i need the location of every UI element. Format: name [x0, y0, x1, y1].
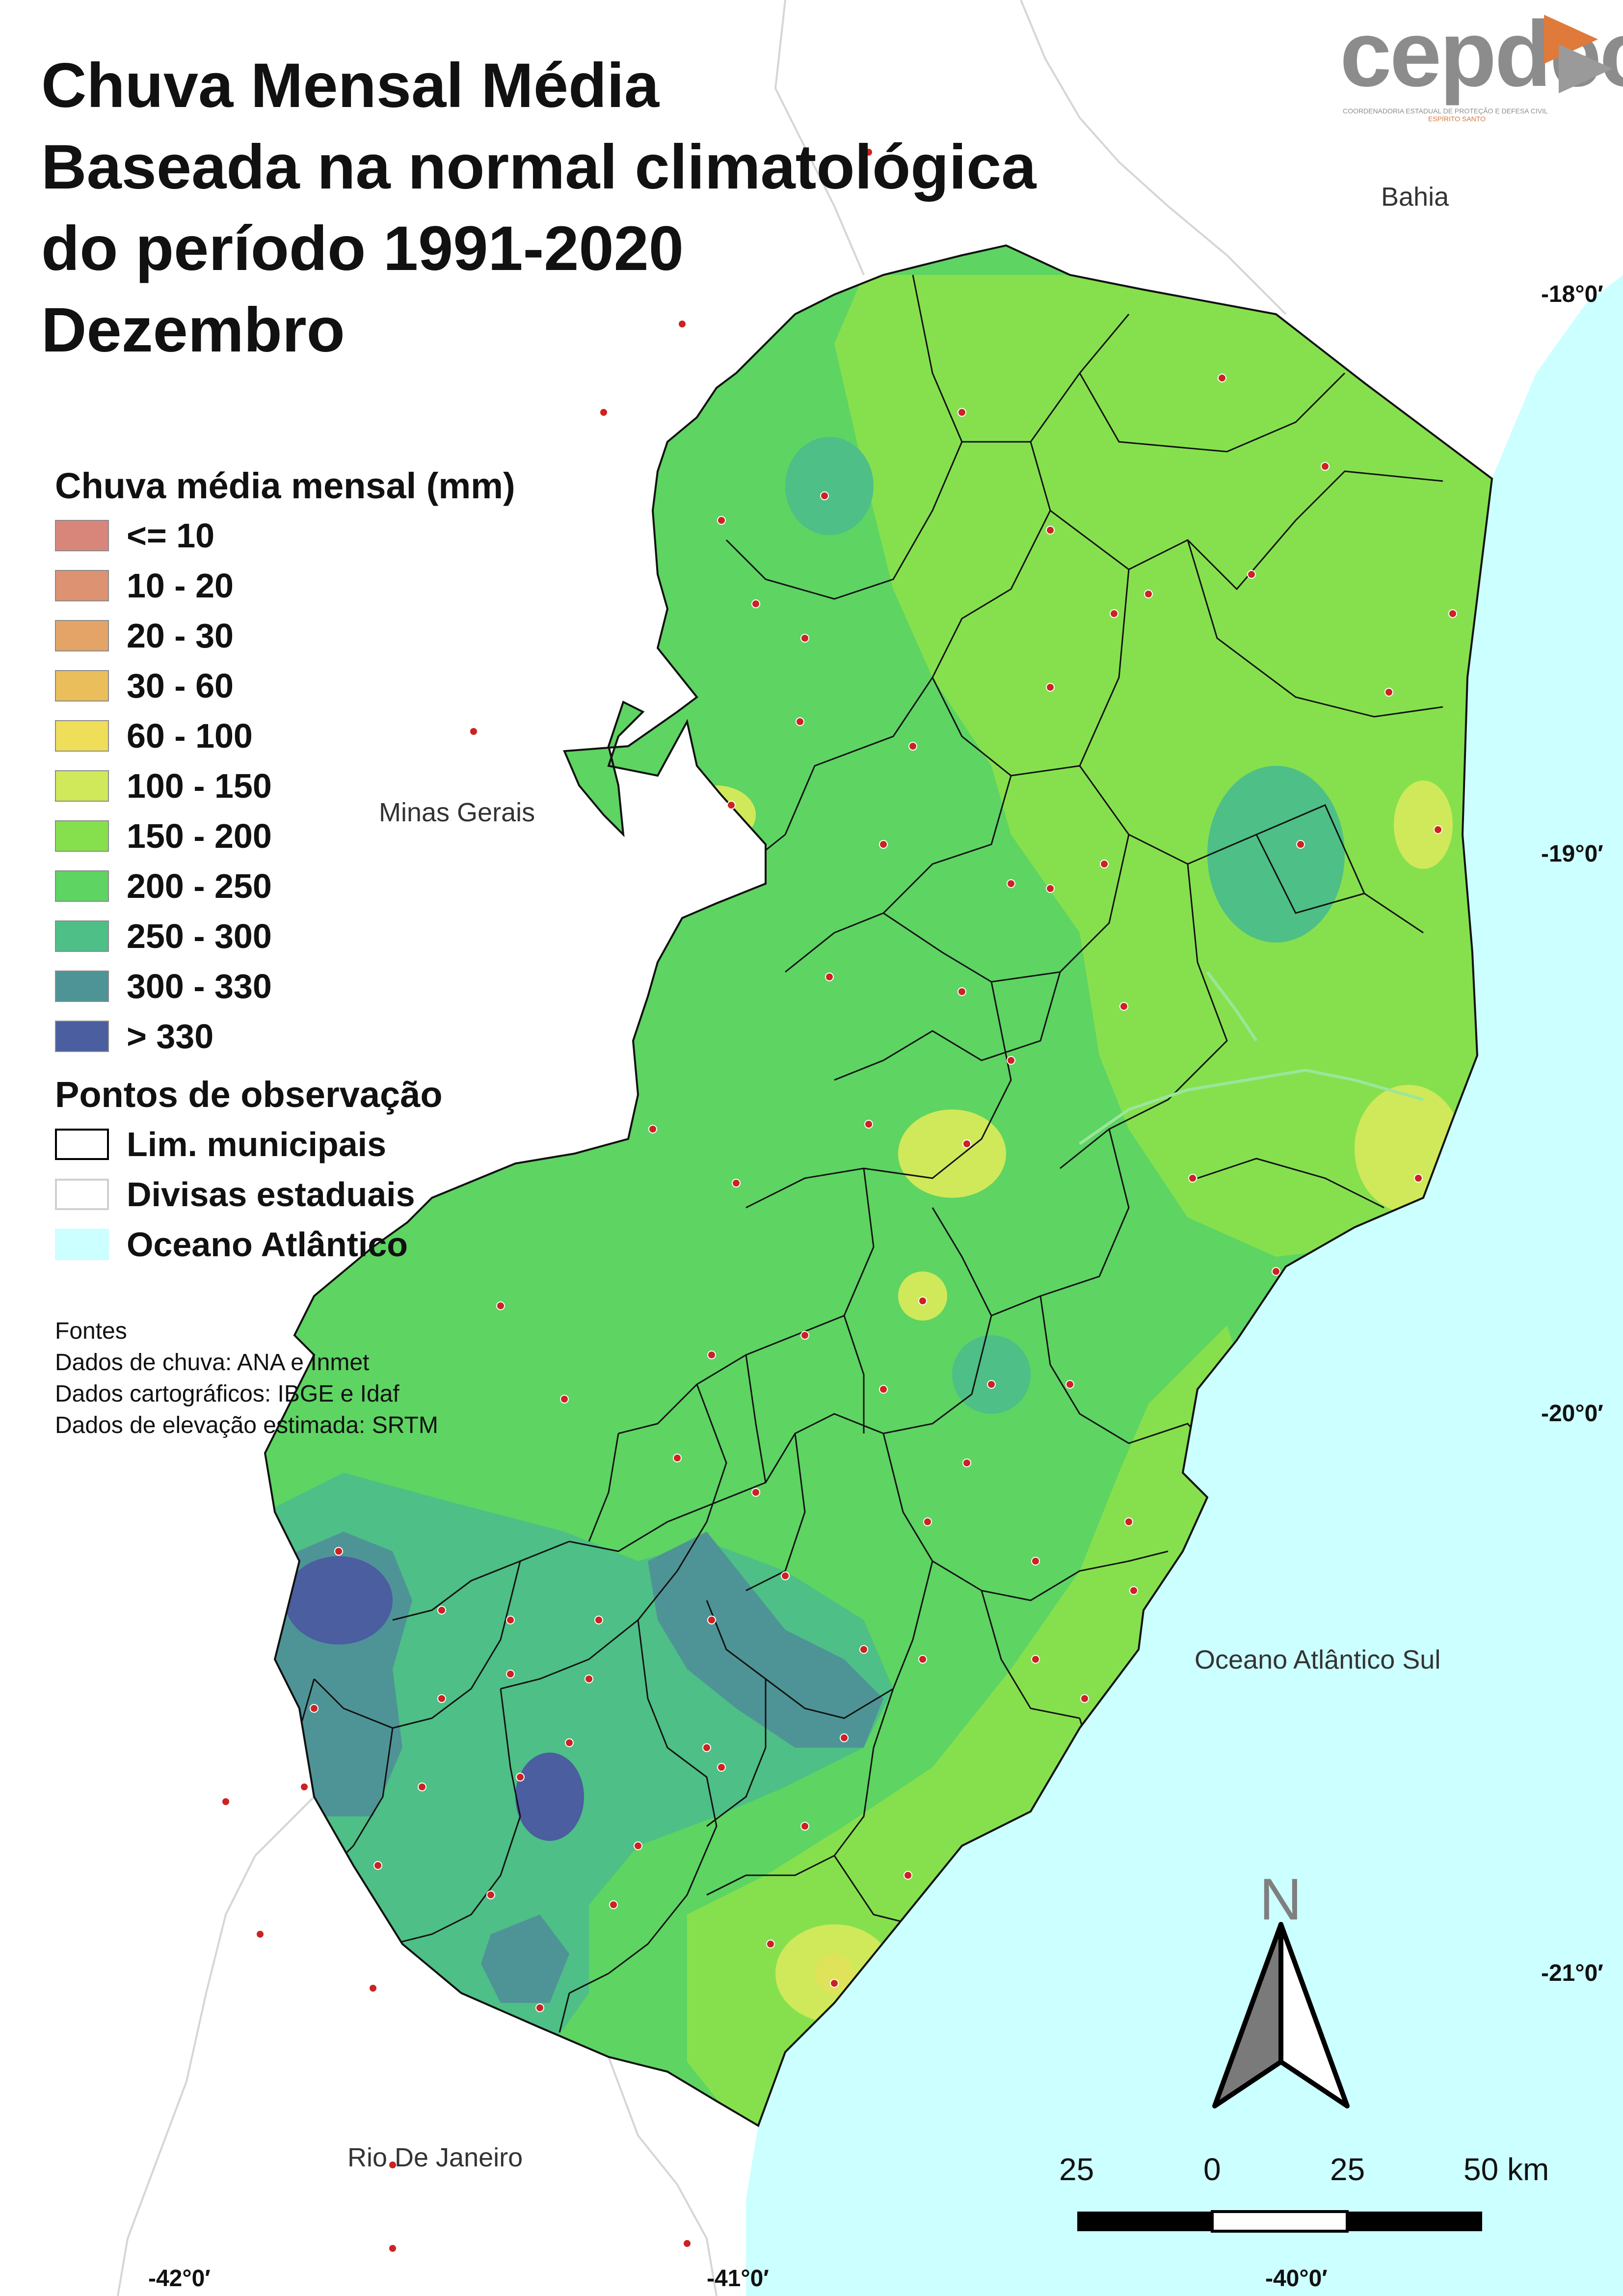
legend-swatch: [55, 1021, 109, 1052]
rain-zone-250-300-northwest: [785, 437, 874, 535]
rain-zone-250-300-center: [952, 1335, 1031, 1414]
legend-layer-row: Divisas estaduais: [55, 1169, 515, 1219]
rain-zone-300-330-small: [481, 1915, 569, 2003]
rain-zone-150-200-north: [834, 275, 1492, 1257]
legend-row: 250 - 300: [55, 911, 515, 961]
lon-label-42: -42°0′: [148, 2266, 211, 2292]
rain-zone-above-330-center: [515, 1753, 584, 1841]
title-line-4: Dezembro: [41, 295, 345, 365]
legend-row: 200 - 250: [55, 861, 515, 911]
title-line-2: Baseada na normal climatológica: [41, 132, 1037, 202]
observation-points: [221, 148, 1457, 2253]
legend-layer-swatch: [55, 1229, 109, 1260]
legend-label: 60 - 100: [127, 717, 253, 755]
legend-row: 30 - 60: [55, 661, 515, 711]
scale-label-end: 50 km: [1463, 2152, 1549, 2187]
legend-label: 100 - 150: [127, 767, 272, 805]
rain-zone-100-150-small: [815, 1954, 854, 1993]
legend-label: <= 10: [127, 516, 215, 555]
legend-swatch: [55, 870, 109, 902]
map-title: Chuva Mensal Média Baseada na normal cli…: [41, 45, 1036, 371]
sources-heading: Fontes: [55, 1318, 127, 1344]
legend-label: 150 - 200: [127, 817, 272, 855]
lat-label-20: -20°0′: [1541, 1401, 1603, 1427]
rain-zone-300-330-center: [648, 1532, 883, 1748]
legend-swatch: [55, 720, 109, 752]
legend-label: 30 - 60: [127, 667, 234, 705]
legend-label: 200 - 250: [127, 867, 272, 905]
scale-bar: [1077, 2210, 1482, 2233]
title-line-1: Chuva Mensal Média: [41, 51, 659, 121]
logo-state: ESPÍRITO SANTO: [1428, 115, 1486, 123]
legend-row: 10 - 20: [55, 561, 515, 611]
legend-layer-label: Lim. municipais: [127, 1125, 386, 1163]
legend-swatch: [55, 971, 109, 1002]
rain-zone-100-150-coast-north: [1394, 781, 1453, 869]
lat-label-18: -18°0′: [1541, 281, 1603, 307]
river: [1079, 971, 1424, 1145]
scale-label-zero: 0: [1203, 2152, 1221, 2187]
legend-swatch: [55, 770, 109, 802]
legend-heading: Chuva média mensal (mm): [55, 465, 515, 506]
logo-arrow-icon: [1544, 15, 1613, 93]
lon-label-40: -40°0′: [1265, 2266, 1328, 2292]
legend-label: > 330: [127, 1017, 214, 1055]
legend-swatch: [55, 670, 109, 702]
legend-layer-label: Oceano Atlântico: [127, 1225, 408, 1264]
legend-layer-swatch: [55, 1179, 109, 1210]
legend-row: <= 10: [55, 511, 515, 561]
legend-layer-swatch: [55, 1129, 109, 1160]
legend-classes: <= 10 10 - 20 20 - 30 30 - 60 60 - 100 100 - …: [55, 511, 515, 1061]
scale-label-left: 25: [1059, 2152, 1094, 2187]
label-minas-gerais: Minas Gerais: [379, 798, 535, 827]
label-bahia: Bahia: [1381, 182, 1449, 212]
lat-label-21: -21°0′: [1541, 1960, 1603, 1986]
lat-label-19: -19°0′: [1541, 841, 1603, 867]
legend-layer-row: Lim. municipais: [55, 1119, 515, 1169]
legend-label: 10 - 20: [127, 567, 234, 605]
state-outline: [264, 244, 1493, 2127]
legend-row: 60 - 100: [55, 711, 515, 761]
north-letter: N: [1259, 1866, 1302, 1932]
legend-row: 20 - 30: [55, 611, 515, 661]
rain-zone-100-150-west: [677, 785, 756, 844]
source-carto: Dados cartográficos: IBGE e Idaf: [55, 1381, 399, 1407]
rain-zone-100-150-dot: [898, 1271, 947, 1321]
label-rio-de-janeiro: Rio De Janeiro: [347, 2143, 523, 2172]
legend-layers: Lim. municipais Divisas estaduais Oceano A…: [55, 1119, 515, 1270]
legend-label: 300 - 330: [127, 967, 272, 1005]
rain-zone-above-330-west: [285, 1556, 393, 1645]
source-elevation: Dados de elevação estimada: SRTM: [55, 1412, 438, 1438]
rain-zone-100-150-center: [898, 1109, 1006, 1198]
source-rain: Dados de chuva: ANA e Inmet: [55, 1350, 370, 1376]
legend-label: 250 - 300: [127, 917, 272, 955]
legend-label: 20 - 30: [127, 617, 234, 655]
legend-layer-row: Oceano Atlântico: [55, 1219, 515, 1270]
legend-row: 300 - 330: [55, 961, 515, 1011]
legend-swatch: [55, 620, 109, 651]
legend-layer-label: Divisas estaduais: [127, 1175, 415, 1214]
legend-row: 100 - 150: [55, 761, 515, 811]
legend-row: > 330: [55, 1011, 515, 1061]
north-arrow-icon: [1212, 1922, 1350, 2108]
title-line-3: do período 1991-2020: [41, 214, 684, 284]
atlantic-ocean: [746, 275, 1623, 2296]
logo-subtitle: COORDENADORIA ESTADUAL DE PROTEÇÃO E DEF…: [1343, 107, 1548, 115]
rain-zone-250-300-east: [1207, 766, 1345, 943]
label-atlantic-ocean: Oceano Atlântico Sul: [1195, 1645, 1441, 1675]
state-divisions: [117, 0, 1287, 2296]
legend-swatch: [55, 820, 109, 852]
municipal-boundaries: [284, 274, 1443, 2033]
legend-row: 150 - 200: [55, 811, 515, 861]
legend-swatch: [55, 920, 109, 952]
scale-label-mid: 25: [1330, 2152, 1365, 2187]
legend-points-heading: Pontos de observação: [55, 1074, 443, 1115]
sources-block: Fontes Dados de chuva: ANA e Inmet Dados…: [55, 1316, 438, 1441]
lon-label-41: -41°0′: [707, 2266, 769, 2292]
cepdec-logo: cepdec COORDENADORIA ESTADUAL DE PROTEÇÃ…: [1340, 5, 1623, 123]
map-legend: Chuva média mensal (mm) <= 10 10 - 20 20 -…: [55, 461, 515, 1270]
legend-swatch: [55, 520, 109, 551]
legend-swatch: [55, 570, 109, 601]
